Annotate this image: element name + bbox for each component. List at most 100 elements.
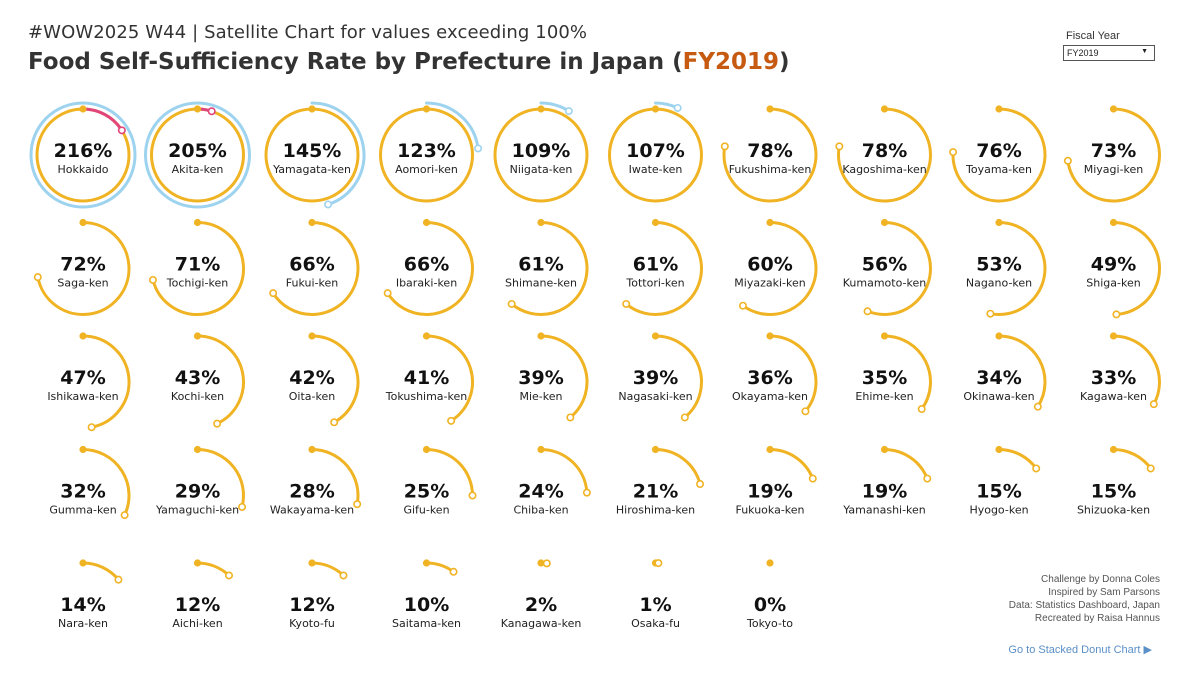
value-label: 43% (175, 367, 220, 389)
prefecture-label: Tokushima-ken (385, 390, 468, 403)
prefecture-gauge: 53%Nagano-ken (966, 218, 1047, 318)
end-marker (269, 289, 278, 298)
prefecture-gauge: 36%Okayama-ken (732, 332, 818, 416)
value-label: 24% (518, 481, 563, 503)
prefecture-label: Hyogo-ken (969, 504, 1028, 517)
start-dot (308, 332, 316, 340)
value-label: 28% (289, 481, 334, 503)
value-label: 72% (60, 254, 105, 276)
primary-arc (624, 221, 703, 316)
start-dot (880, 218, 889, 227)
prefecture-gauge: 19%Fukuoka-ken (735, 445, 817, 517)
primary-arc (310, 334, 360, 424)
start-dot (651, 332, 660, 340)
value-label: 19% (747, 481, 792, 503)
prefecture-gauge: 35%Ehime-ken (855, 332, 932, 414)
start-dot (422, 559, 431, 567)
value-label: 25% (404, 481, 449, 503)
credit-inspired: Inspired by Sam Parsons (1048, 587, 1160, 598)
prefecture-gauge: 71%Tochigi-ken (148, 218, 246, 316)
prefecture-gauge: 39%Mie-ken (518, 332, 589, 422)
prefecture-gauge: 72%Saga-ken (33, 218, 131, 316)
value-label: 71% (175, 254, 220, 276)
value-label: 2% (525, 594, 557, 616)
prefecture-gauge: 78%Kagoshima-ken (835, 105, 932, 203)
end-marker (353, 500, 362, 509)
value-label: 12% (175, 594, 220, 616)
start-dot (880, 332, 889, 340)
start-dot (1109, 332, 1118, 340)
start-dot (766, 332, 774, 340)
prefecture-gauge: 42%Oita-ken (289, 332, 360, 427)
start-dot (651, 218, 660, 227)
prefecture-label: Saitama-ken (392, 617, 461, 630)
satellite-arc (310, 101, 366, 206)
title-year: FY2019 (682, 49, 780, 75)
value-label: 66% (289, 254, 334, 276)
value-label: 145% (283, 140, 342, 162)
prefecture-gauge: 21%Hiroshima-ken (616, 445, 705, 517)
prefecture-label: Oita-ken (289, 390, 335, 403)
end-marker (238, 502, 247, 511)
primary-arc (196, 448, 245, 509)
primary-arc (883, 334, 932, 411)
end-marker (468, 491, 477, 500)
value-label: 61% (633, 254, 678, 276)
prefecture-label: Tottori-ken (625, 277, 684, 290)
start-dot (651, 105, 660, 113)
value-label: 41% (404, 367, 449, 389)
value-label: 60% (747, 254, 792, 276)
prefecture-gauge: 10%Saitama-ken (392, 559, 461, 630)
value-label: 34% (976, 367, 1021, 389)
prefecture-label: Aomori-ken (395, 163, 458, 176)
primary-arc (151, 221, 246, 316)
value-label: 39% (518, 367, 563, 389)
primary-arc (196, 334, 245, 426)
primary-arc (883, 448, 929, 481)
end-marker (224, 571, 233, 580)
prefecture-gauge: 66%Fukui-ken (269, 218, 360, 316)
prefecture-gauge: 78%Fukushima-ken (720, 105, 818, 203)
prefecture-gauge: 33%Kagawa-ken (1080, 332, 1161, 409)
primary-arc (722, 107, 818, 203)
value-label: 53% (976, 254, 1021, 276)
start-dot (422, 218, 431, 227)
value-label: 10% (404, 594, 449, 616)
primary-arc (539, 448, 589, 495)
primary-arc (81, 561, 120, 582)
start-dot (995, 332, 1003, 340)
prefecture-gauge: 34%Okinawa-ken (963, 332, 1047, 411)
prefecture-label: Fukui-ken (286, 277, 338, 290)
end-marker (923, 474, 932, 483)
prefecture-gauge: 29%Yamaguchi-ken (155, 445, 247, 517)
prefecture-gauge: 43%Kochi-ken (171, 332, 245, 428)
chart-title: Food Self-Sufficiency Rate by Prefecture… (28, 49, 790, 75)
prefecture-gauge: 14%Nara-ken (58, 559, 123, 630)
prefecture-label: Tochigi-ken (166, 277, 228, 290)
primary-arc (837, 107, 932, 203)
value-label: 49% (1091, 254, 1136, 276)
fiscal-year-dropdown[interactable]: FY2019 ▼ (1063, 45, 1155, 61)
prefecture-label: Tokyo-to (746, 617, 793, 630)
prefecture-gauge: 49%Shiga-ken (1086, 218, 1161, 319)
primary-arc (425, 448, 474, 497)
end-marker (213, 419, 222, 428)
primary-arc (997, 448, 1038, 470)
end-marker (117, 126, 126, 135)
end-marker (87, 423, 96, 432)
stacked-donut-chart-link[interactable]: Go to Stacked Donut Chart ▶ (1008, 644, 1152, 656)
prefecture-label: Shimane-ken (505, 277, 577, 290)
end-marker (449, 567, 458, 576)
prefecture-label: Yamagata-ken (272, 163, 351, 176)
value-label: 109% (512, 140, 571, 162)
start-dot (995, 445, 1003, 454)
prefecture-label: Fukushima-ken (729, 163, 812, 176)
start-dot (537, 559, 545, 567)
end-marker (542, 559, 551, 568)
value-label: 36% (747, 367, 792, 389)
start-dot (766, 105, 774, 113)
value-label: 61% (518, 254, 563, 276)
prefecture-label: Ishikawa-ken (47, 390, 118, 403)
satellite-arc (425, 101, 480, 150)
